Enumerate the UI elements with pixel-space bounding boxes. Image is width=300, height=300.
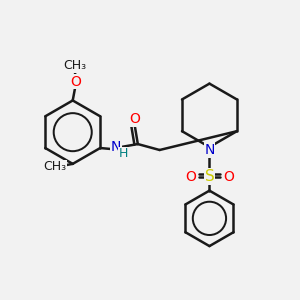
Text: N: N	[204, 143, 214, 157]
Text: O: O	[70, 75, 81, 88]
Text: O: O	[185, 170, 196, 184]
Text: O: O	[223, 170, 234, 184]
Text: S: S	[205, 169, 214, 184]
Text: H: H	[118, 148, 128, 160]
Text: CH₃: CH₃	[63, 59, 86, 72]
Text: N: N	[111, 140, 121, 154]
Text: CH₃: CH₃	[43, 160, 67, 173]
Text: O: O	[129, 112, 140, 126]
